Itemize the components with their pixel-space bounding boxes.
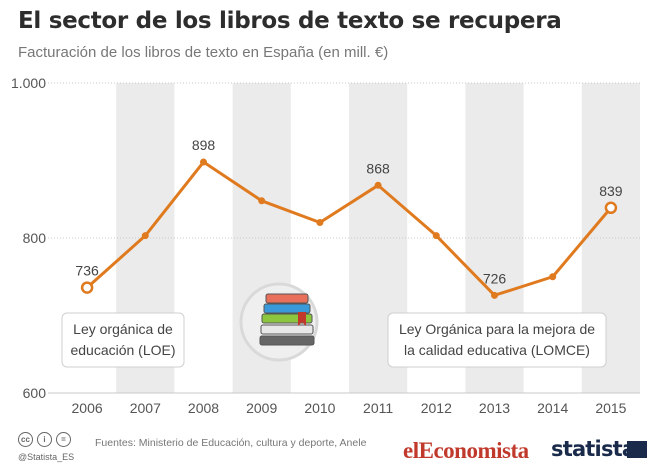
data-label: 868 — [366, 160, 390, 176]
annotation-text: Ley orgánica de — [73, 321, 173, 337]
data-point — [549, 273, 557, 281]
annotation-text: la calidad educativa (LOMCE) — [404, 342, 590, 358]
x-tick-label: 2013 — [479, 400, 510, 416]
annotation-box — [61, 312, 185, 368]
x-tick-label: 2010 — [304, 400, 335, 416]
chart-title: El sector de los libros de texto se recu… — [18, 8, 562, 34]
book-shape — [260, 324, 314, 335]
x-tick-label: 2006 — [72, 400, 103, 416]
y-tick-label: 800 — [23, 230, 47, 246]
x-tick-label: 2009 — [246, 400, 277, 416]
data-point — [316, 219, 324, 226]
statista-handle: @Statista_ES — [18, 452, 75, 462]
statista-logo[interactable]: statista — [551, 437, 636, 461]
x-tick-label: 2012 — [421, 400, 452, 416]
data-point — [432, 232, 440, 240]
statista-logo-mark — [627, 441, 647, 458]
x-tick-label: 2007 — [130, 400, 161, 416]
y-tick-label: 1.000 — [11, 75, 46, 91]
cc-icon: cc — [18, 432, 33, 447]
sources-note: Fuentes: Ministerio de Educación, cultur… — [95, 437, 367, 449]
data-label: 736 — [75, 263, 99, 279]
x-tick-label: 2015 — [595, 400, 626, 416]
data-label: 726 — [483, 270, 507, 286]
annotation-box — [387, 312, 607, 368]
data-point — [491, 291, 498, 299]
x-tick-label: 2011 — [363, 400, 393, 416]
y-tick-label: 600 — [23, 385, 47, 401]
annotation-text: Ley Orgánica para la mejora de — [399, 321, 595, 337]
data-point — [80, 281, 94, 294]
book-shape — [259, 335, 315, 346]
data-point — [604, 201, 618, 215]
data-point — [374, 181, 382, 189]
annotation-text: educación (LOE) — [70, 342, 175, 358]
book-shape — [263, 303, 311, 314]
license-icons: cc i = — [18, 432, 71, 447]
data-point — [200, 158, 207, 166]
data-label: 898 — [192, 137, 216, 153]
x-tick-label: 2008 — [188, 400, 219, 416]
data-point — [258, 197, 266, 205]
chart-subtitle: Facturación de los libros de texto en Es… — [18, 44, 389, 61]
by-icon: i — [37, 432, 52, 447]
series-line — [86, 160, 613, 297]
x-tick-label: 2014 — [537, 400, 568, 416]
nd-icon: = — [56, 432, 71, 447]
book-shape — [265, 293, 309, 304]
eleconomista-logo[interactable]: elEconomista — [403, 438, 529, 463]
bookmark-shape — [298, 312, 306, 326]
data-label: 839 — [599, 183, 623, 199]
data-point — [141, 232, 149, 240]
